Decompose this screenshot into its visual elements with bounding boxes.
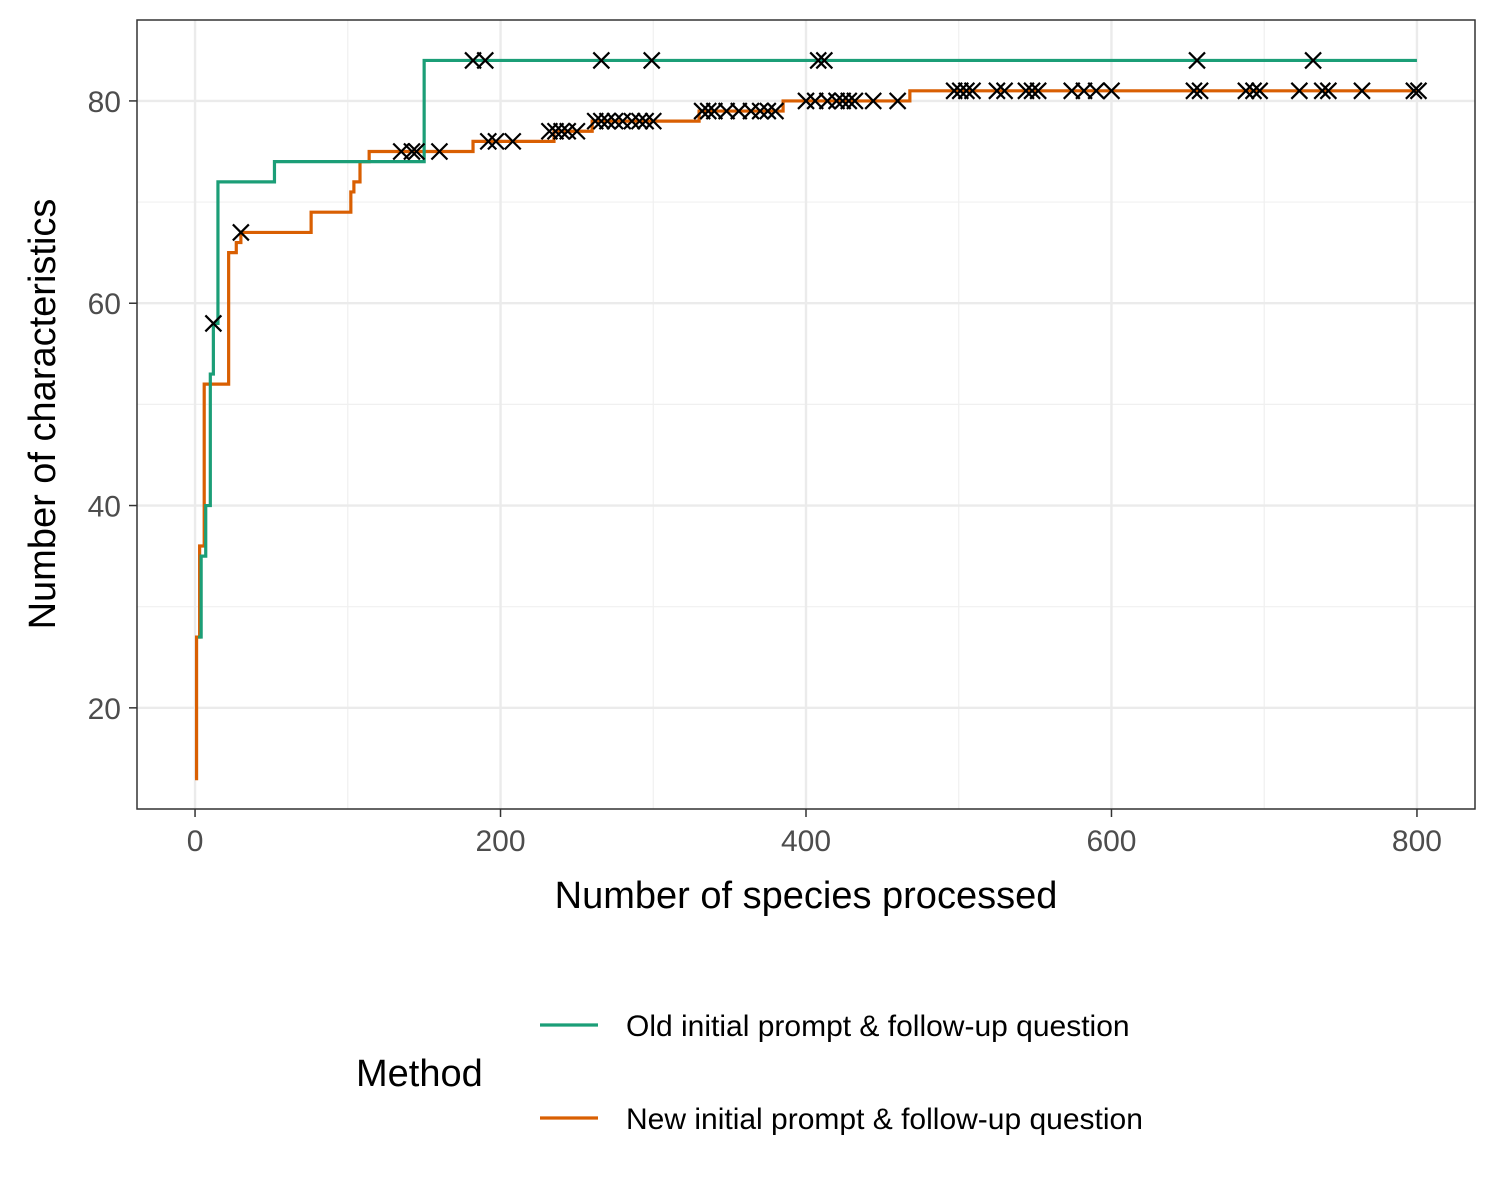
point-marker	[1319, 82, 1338, 100]
point-marker	[1290, 82, 1309, 100]
legend-title: Method	[356, 1053, 483, 1095]
point-marker	[598, 112, 617, 130]
x-tick-label: 0	[187, 825, 204, 858]
y-tick-label: 80	[88, 86, 121, 119]
point-marker	[479, 132, 498, 151]
point-marker	[636, 112, 655, 130]
point-markers	[204, 51, 1428, 333]
grid-major	[137, 20, 1475, 809]
point-marker	[846, 92, 864, 110]
x-tick-label: 400	[781, 825, 831, 858]
point-marker	[957, 82, 976, 100]
x-axis-title: Number of species processed	[555, 875, 1058, 917]
legend-label-old: Old initial prompt & follow-up question	[626, 1010, 1130, 1043]
point-marker	[1237, 82, 1255, 100]
x-tick-label: 200	[475, 825, 525, 858]
point-marker	[766, 102, 785, 120]
point-marker	[1409, 82, 1428, 100]
x-axis: 0 200 400 600 800	[187, 809, 1442, 858]
point-marker	[1087, 82, 1105, 100]
point-marker	[592, 112, 611, 130]
point-marker	[1405, 82, 1423, 100]
series-line-0	[198, 58, 1417, 639]
point-marker	[699, 102, 718, 120]
x-tick-label: 800	[1392, 825, 1442, 858]
series-lines	[194, 58, 1417, 781]
point-marker	[1304, 51, 1322, 70]
point-marker	[1353, 82, 1371, 100]
point-marker	[963, 82, 982, 100]
point-marker	[988, 82, 1006, 100]
point-marker	[995, 82, 1014, 100]
point-marker	[759, 102, 777, 120]
legend-label-new: New initial prompt & follow-up question	[626, 1103, 1143, 1136]
point-marker	[476, 51, 495, 70]
point-marker	[1313, 82, 1332, 100]
point-marker	[552, 122, 571, 141]
point-marker	[403, 142, 421, 161]
point-marker	[430, 142, 449, 161]
point-marker	[1102, 82, 1121, 100]
point-marker	[1250, 82, 1269, 100]
point-marker	[1185, 82, 1203, 100]
x-tick-label: 600	[1086, 825, 1136, 858]
series-line-1	[194, 89, 1417, 781]
point-marker	[839, 92, 858, 110]
legend: Method Old initial prompt & follow-up qu…	[356, 1010, 1143, 1136]
point-marker	[1188, 51, 1206, 70]
y-tick-label: 20	[88, 693, 121, 726]
point-marker	[623, 112, 641, 130]
point-marker	[204, 314, 223, 333]
point-marker	[568, 122, 586, 141]
y-axis-title: Number of characteristics	[22, 199, 64, 630]
point-marker	[864, 92, 882, 110]
point-marker	[1244, 82, 1263, 100]
point-marker	[487, 132, 505, 151]
point-marker	[407, 142, 426, 161]
point-marker	[1023, 82, 1041, 100]
point-marker	[888, 92, 907, 110]
point-marker	[644, 112, 663, 130]
point-marker	[1029, 82, 1047, 100]
point-marker	[815, 51, 834, 70]
point-marker	[630, 112, 649, 130]
y-tick-label: 60	[88, 288, 121, 321]
point-marker	[809, 51, 827, 70]
point-marker	[642, 51, 661, 70]
y-axis: 20 40 60 80	[88, 86, 137, 726]
point-marker	[606, 112, 624, 130]
point-marker	[503, 132, 522, 151]
point-marker	[232, 223, 250, 242]
y-tick-label: 40	[88, 491, 121, 524]
point-marker	[751, 102, 769, 120]
point-marker	[592, 51, 611, 70]
point-marker	[1191, 82, 1209, 100]
